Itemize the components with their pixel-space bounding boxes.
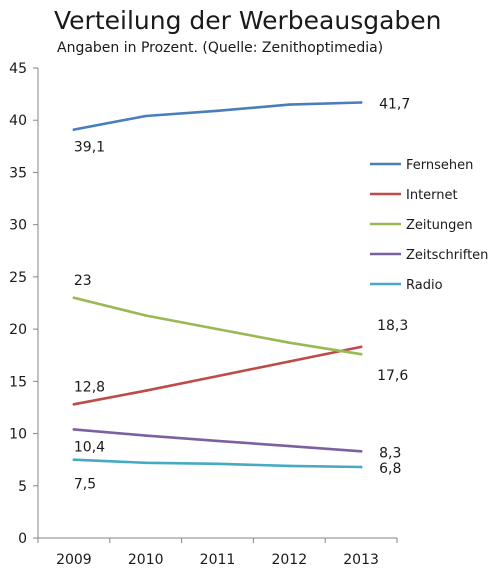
x-tick-label: 2009 [56,552,92,568]
x-tick-label: 2013 [343,552,379,568]
y-tick-label: 45 [9,61,27,77]
data-point-zeitschriften [144,434,147,437]
data-point-internet [288,360,291,363]
data-point-fernsehen [72,128,76,131]
data-point-internet [72,403,76,406]
data-label-radio: 6,8 [379,461,401,477]
data-point-internet [359,345,363,349]
legend-label-fernsehen: Fernsehen [406,158,473,173]
data-point-internet [216,374,219,378]
y-tick-label: 0 [18,531,27,547]
data-point-zeitungen [359,352,363,356]
x-tick-label: 2011 [200,552,236,568]
series-line-fernsehen [72,101,363,131]
data-point-zeitschriften [72,428,76,431]
data-point-zeitschriften [288,444,291,448]
y-tick-label: 30 [9,218,27,234]
data-point-radio [144,461,147,465]
data-point-fernsehen [359,101,363,104]
data-label-zeitschriften: 8,3 [379,445,401,461]
data-label-fernsehen: 39,1 [74,140,105,156]
data-label-zeitschriften: 10,4 [74,439,105,455]
y-tick-label: 20 [9,322,27,338]
x-tick-label: 2012 [271,552,307,568]
data-label-radio: 7,5 [74,477,96,493]
chart-subtitle: Angaben in Prozent. (Quelle: Zenithoptim… [57,40,384,56]
data-point-radio [216,462,219,466]
y-tick-label: 35 [9,165,27,181]
legend-label-zeitungen: Zeitungen [406,218,473,233]
data-point-zeitschriften [359,450,363,453]
data-label-fernsehen: 41,7 [379,96,410,112]
data-point-fernsehen [144,114,147,118]
data-point-radio [359,465,363,469]
y-tick-label: 10 [9,427,27,443]
y-tick-label: 5 [18,479,27,495]
legend-label-radio: Radio [406,278,443,293]
data-point-radio [288,464,291,468]
data-point-radio [72,458,76,461]
data-point-zeitungen [288,341,291,344]
data-point-fernsehen [288,103,291,106]
series-line-zeitungen [72,296,363,356]
legend-label-internet: Internet [406,188,458,203]
y-tick-label: 25 [9,270,27,286]
data-point-zeitungen [216,327,219,331]
data-point-zeitungen [144,314,147,317]
chart-title: Verteilung der Werbeausgaben [54,6,442,35]
y-tick-label: 40 [9,113,27,129]
data-point-zeitungen [72,296,76,300]
data-label-internet: 12,8 [74,379,105,395]
data-label-internet: 18,3 [377,318,408,334]
data-point-zeitschriften [216,439,219,443]
y-tick-label: 15 [9,374,27,390]
data-point-fernsehen [216,109,219,113]
x-tick-label: 2010 [128,552,164,568]
legend-label-zeitschriften: Zeitschriften [406,248,488,263]
data-point-internet [144,389,147,393]
data-label-zeitungen: 17,6 [377,368,408,384]
data-label-zeitungen: 23 [74,273,92,289]
